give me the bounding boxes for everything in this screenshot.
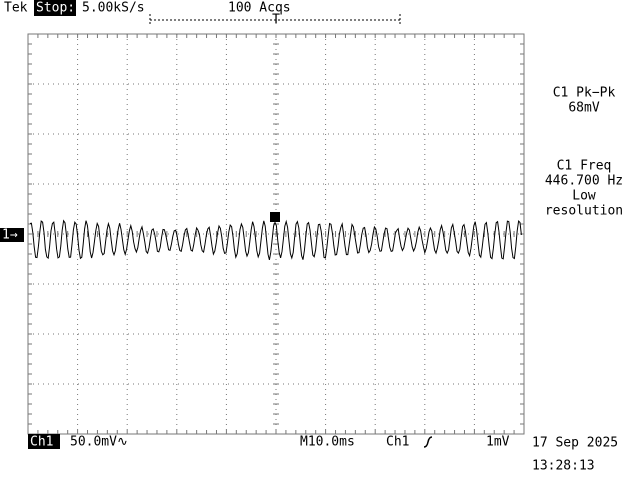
sample-rate: 5.00kS/s [82, 1, 145, 16]
brand: Tek [4, 1, 28, 16]
measure-note: resolution [545, 204, 623, 219]
channel-marker: 1→ [2, 228, 18, 243]
waveform [29, 219, 522, 261]
vertical-scale: 50.0mV∿ [70, 435, 128, 450]
footer-channel-bg [28, 434, 60, 449]
mode: Stop: [36, 1, 75, 16]
graticule [27, 33, 525, 435]
trigger-level: 1mV [486, 435, 510, 450]
timebase: M10.0ms [300, 435, 355, 450]
date: 17 Sep 2025 [532, 436, 618, 451]
trigger-slope [423, 436, 433, 448]
channel-marker-bg [0, 228, 24, 242]
trigger-source: Ch1 [386, 435, 409, 450]
measure-label: C1 Freq [557, 159, 612, 174]
acquisitions: 100 Acqs [228, 1, 291, 16]
trigger-level-marker [270, 212, 280, 222]
record-bracket [149, 14, 401, 26]
measure-value: 68mV [568, 101, 599, 116]
measure-value: 446.700 Hz [545, 174, 623, 189]
footer-channel: Ch1 [30, 435, 53, 450]
time: 13:28:13 [532, 459, 595, 474]
measure-label: C1 Pk−Pk [553, 86, 616, 101]
trigger-position: T [272, 13, 280, 28]
mode-bg [34, 0, 76, 16]
measure-note: Low [572, 189, 596, 204]
